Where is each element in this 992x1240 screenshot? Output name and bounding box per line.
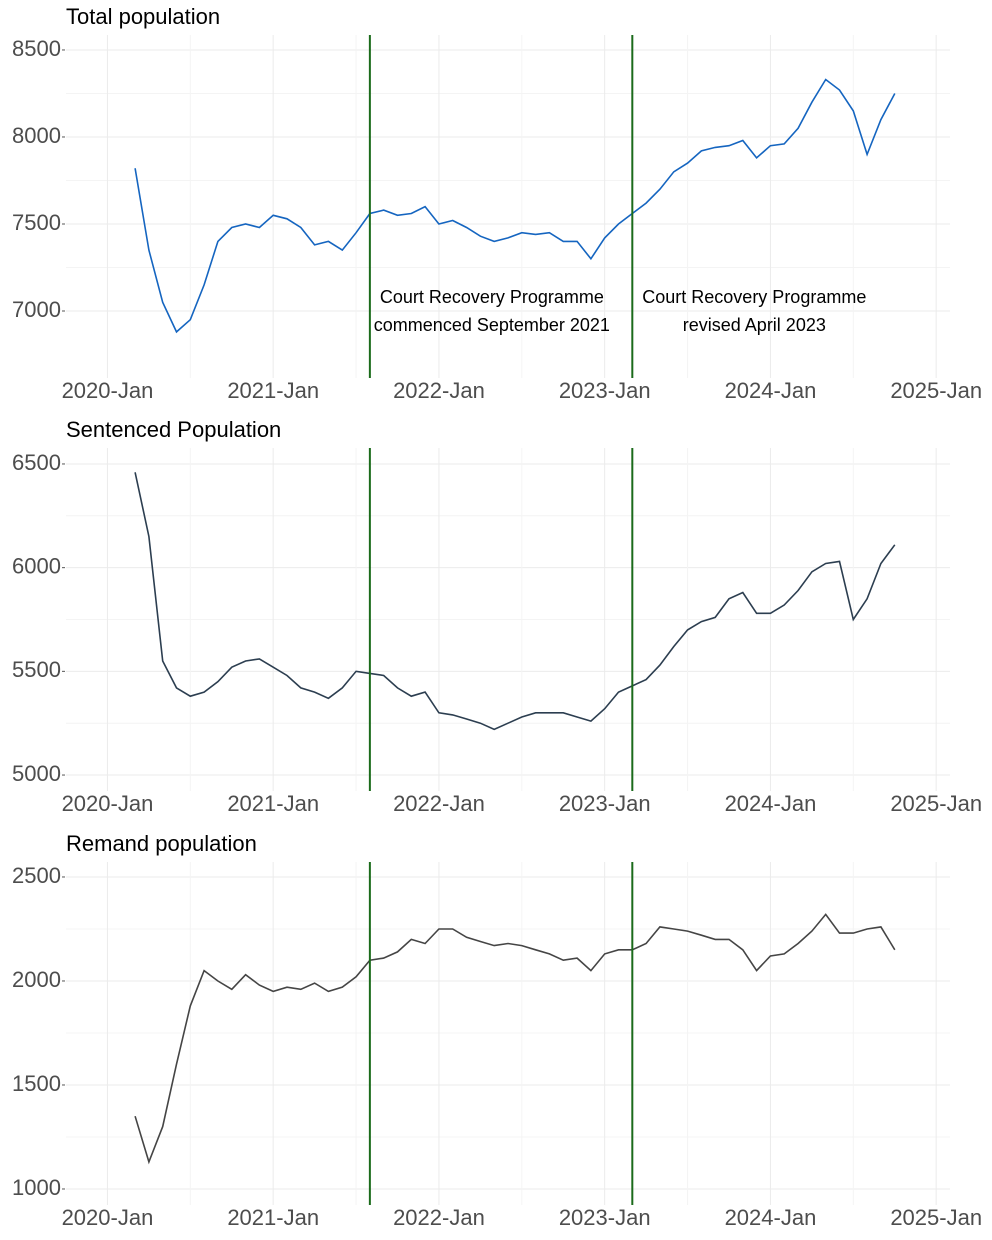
x-tick-label: 2023-Jan: [559, 378, 651, 403]
y-tick-label: 5000: [12, 761, 61, 786]
y-tick-label: 7000: [12, 297, 61, 322]
y-tick-label: 2000: [12, 967, 61, 992]
x-tick-label: 2023-Jan: [559, 1205, 651, 1230]
y-tick-label: 8500: [12, 36, 61, 61]
x-tick-label: 2024-Jan: [725, 378, 817, 403]
x-tick-label: 2020-Jan: [62, 378, 154, 403]
annotation: revised April 2023: [683, 315, 826, 335]
x-tick-label: 2024-Jan: [725, 791, 817, 816]
y-tick-label: 1000: [12, 1175, 61, 1200]
x-tick-label: 2021-Jan: [227, 791, 319, 816]
data-line: [134, 913, 896, 1165]
y-tick-label: 2500: [12, 863, 61, 888]
y-tick-label: 5500: [12, 657, 61, 682]
chart-title: Total population: [66, 4, 220, 29]
x-tick-label: 2022-Jan: [393, 791, 485, 816]
y-tick-label: 6000: [12, 553, 61, 578]
y-tick-label: 7500: [12, 210, 61, 235]
x-tick-label: 2020-Jan: [62, 1205, 154, 1230]
chart-title: Sentenced Population: [66, 417, 281, 442]
annotation: Court Recovery Programme: [642, 287, 866, 307]
x-tick-label: 2025-Jan: [890, 378, 982, 403]
y-tick-label: 6500: [12, 450, 61, 475]
x-tick-label: 2024-Jan: [725, 1205, 817, 1230]
y-tick-label: 8000: [12, 123, 61, 148]
x-tick-label: 2023-Jan: [559, 791, 651, 816]
data-line: [134, 78, 896, 334]
x-tick-label: 2021-Jan: [227, 1205, 319, 1230]
y-tick-label: 1500: [12, 1071, 61, 1096]
x-tick-label: 2022-Jan: [393, 1205, 485, 1230]
annotation: commenced September 2021: [374, 315, 610, 335]
annotation: Court Recovery Programme: [380, 287, 604, 307]
x-tick-label: 2020-Jan: [62, 791, 154, 816]
x-tick-label: 2025-Jan: [890, 1205, 982, 1230]
data-line: [134, 472, 896, 731]
x-tick-label: 2021-Jan: [227, 378, 319, 403]
chart-title: Remand population: [66, 831, 257, 856]
x-tick-label: 2022-Jan: [393, 378, 485, 403]
x-tick-label: 2025-Jan: [890, 791, 982, 816]
